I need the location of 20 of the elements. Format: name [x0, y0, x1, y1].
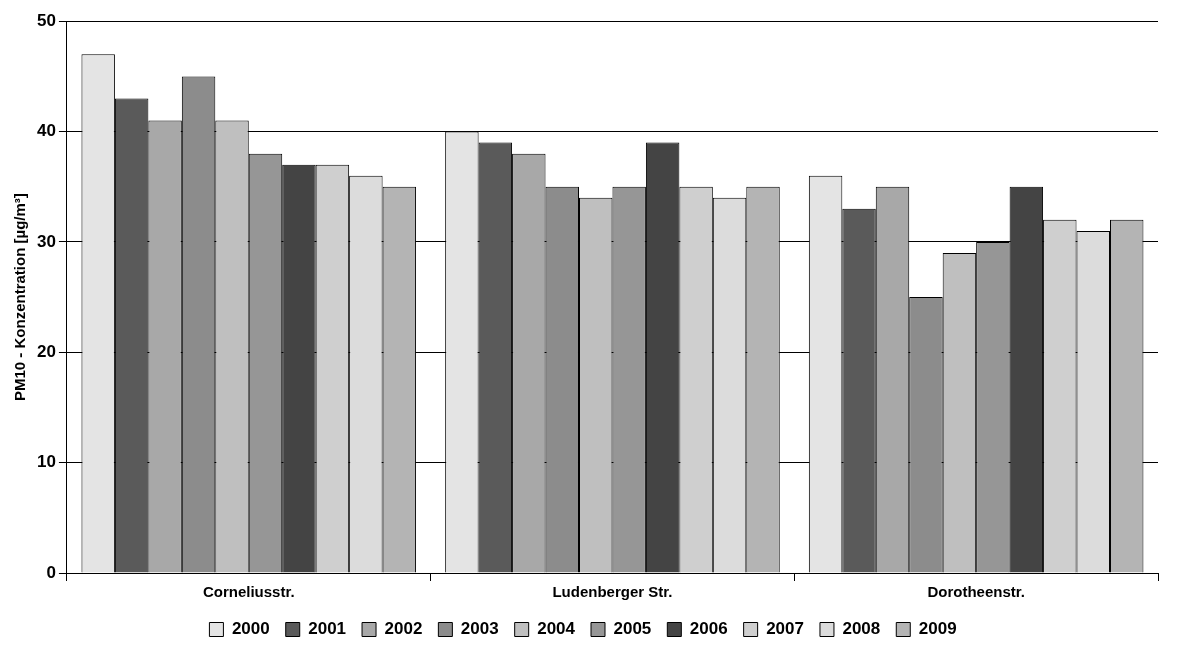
legend-label: 2004	[537, 619, 576, 639]
x-tick-label: Corneliusstr.	[202, 583, 295, 601]
legend-label: 2005	[613, 619, 652, 639]
y-tick-label: 40	[36, 121, 56, 141]
legend-label: 2001	[308, 619, 347, 639]
y-tick-label: 30	[36, 231, 56, 251]
legend-label: 2003	[460, 619, 499, 639]
x-tick-label: Dorotheenstr.	[927, 583, 1025, 601]
y-axis-title: PM10 - Konzentration [µg/m³]	[11, 193, 29, 402]
legend-label: 2008	[842, 619, 881, 639]
y-tick-label: 20	[36, 341, 56, 361]
x-tick-label: Ludenberger Str.	[552, 583, 673, 601]
y-tick-label: 50	[36, 10, 56, 30]
legend-label: 2006	[689, 619, 728, 639]
y-tick-label: 0	[46, 562, 56, 582]
legend-label: 2000	[231, 619, 270, 639]
legend-label: 2007	[766, 619, 804, 639]
y-tick-label: 10	[36, 452, 56, 472]
legend-label: 2009	[918, 619, 957, 639]
legend-label: 2002	[384, 619, 423, 639]
